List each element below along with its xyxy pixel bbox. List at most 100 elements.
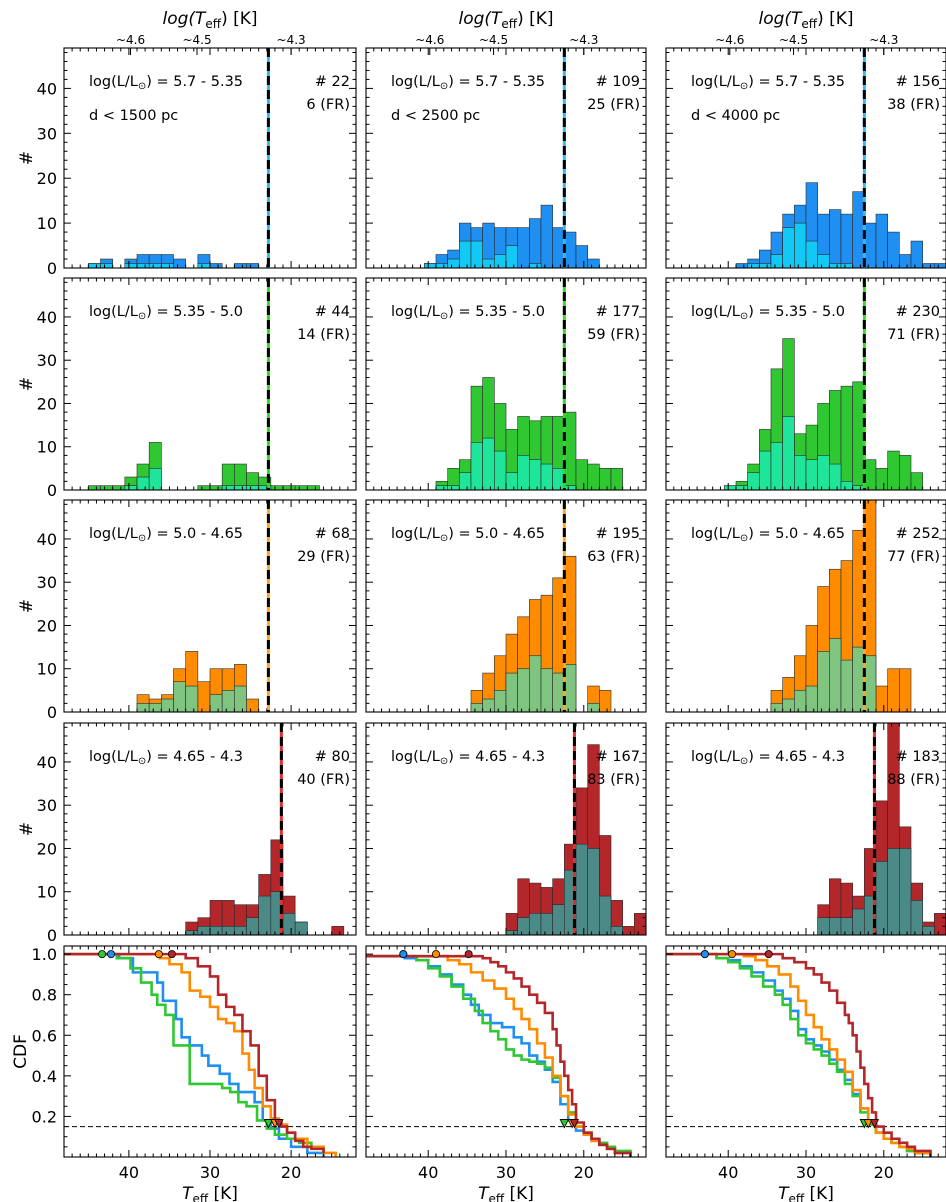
bar-fr <box>161 263 174 268</box>
y-tick-label: 20 <box>37 169 57 188</box>
y-tick-label: 30 <box>37 351 57 370</box>
count-total: # 195 <box>596 526 640 542</box>
bar-total <box>575 245 588 268</box>
top-axis-label: log(Teff) [K] <box>758 9 853 31</box>
bar-fr <box>782 698 795 712</box>
top-axis-label-label_suffix: ) [K] <box>221 9 257 29</box>
bar-total <box>234 263 247 268</box>
bar-fr <box>459 472 472 490</box>
luminosity-range-label: log(L/L⊙) = 4.65 - 4.3 <box>391 749 545 767</box>
x-tick-label: 30 <box>796 1163 816 1182</box>
count-total: # 230 <box>896 304 940 320</box>
bar-total <box>587 258 600 268</box>
lum-range: ) = 5.0 - 4.65 <box>448 526 545 542</box>
axes-frame <box>63 499 357 713</box>
x-tick-label: 30 <box>200 1163 220 1182</box>
bar-fr <box>540 668 553 712</box>
bar-fr <box>136 263 150 268</box>
bar-total <box>209 263 223 268</box>
lum-prefix: log(L/L <box>89 749 138 765</box>
cdf-start-marker-orange <box>431 950 440 959</box>
bar-total <box>282 485 296 490</box>
hist-panel-orange-1: log(L/L⊙) = 5.0 - 4.65 # 195 63 (FR) <box>365 499 647 713</box>
y-tick-label: 10 <box>37 214 57 233</box>
bar-total <box>887 668 900 712</box>
bar-total <box>899 254 912 268</box>
bar-fr <box>587 703 600 712</box>
y-axis-label: # <box>17 377 37 391</box>
cdf-panel-1: 40 30 20 Teff [K] <box>365 945 647 1202</box>
hist-panel-green-2: log(L/L⊙) = 5.35 - 5.0 # 230 71 (FR) <box>665 277 946 491</box>
bar-total <box>852 381 865 490</box>
top-tick-label: ~4.5 <box>479 33 508 47</box>
bar-total <box>864 459 877 490</box>
hist-panel-blue-0: 0 10 20 30 40 # log(L/L⊙) = 5.7 - 5.35 # 22 6 (F… <box>17 47 357 278</box>
axes-frame <box>365 722 647 936</box>
bars <box>88 442 320 490</box>
bar-total <box>910 240 923 268</box>
y-axis-label: CDF <box>11 1034 31 1069</box>
bar-fr <box>505 245 518 268</box>
bar-total <box>100 485 113 490</box>
bar-total <box>829 209 842 268</box>
hist-panel-red-1: log(L/L⊙) = 4.65 - 4.3 # 167 83 (FR) <box>365 722 647 936</box>
bars <box>88 254 259 268</box>
bar-total <box>899 668 912 712</box>
bar-total <box>246 263 259 268</box>
bar-fr <box>88 263 101 268</box>
bar-fr <box>136 703 150 712</box>
x-tick-label: 40 <box>418 1163 438 1182</box>
x-axis-label-T: T <box>778 1184 790 1202</box>
bar-fr <box>234 485 247 490</box>
count-fr: 40 (FR) <box>297 772 350 788</box>
bar-fr <box>794 455 807 490</box>
hist-panel-blue-1: log(L/L⊙) = 5.7 - 5.35 # 109 25 (FR) d < 25… <box>365 47 647 269</box>
x-tick-label: 20 <box>281 1163 301 1182</box>
count-fr: 77 (FR) <box>887 549 940 565</box>
bar-fr <box>840 659 853 712</box>
bar-fr <box>610 926 623 935</box>
lum-sun-symbol: ⊙ <box>440 756 448 767</box>
bar-fr <box>282 913 296 935</box>
bar-total <box>599 468 612 490</box>
bar-fr <box>505 672 518 712</box>
count-total: # 80 <box>315 749 350 765</box>
bar-fr <box>494 450 507 490</box>
bar-fr <box>197 926 211 935</box>
axes-frame <box>665 722 946 936</box>
cdf-panel-0: 0.2 0.4 0.6 0.8 1.0 CDF 40 30 20 Teff [K] <box>11 945 357 1202</box>
bar-fr <box>587 848 600 935</box>
bar-fr <box>840 917 853 935</box>
cdf-start-marker-green <box>98 950 107 959</box>
x-axis-label-unit: [K] <box>504 1184 534 1202</box>
bar-fr <box>540 463 553 490</box>
bar-fr <box>817 917 830 935</box>
cdf-start-marker-red <box>464 950 473 959</box>
hist-panel-green-0: 0 10 20 30 40 # log(L/L⊙) = 5.35 - 5.0 # 44 14 (… <box>17 277 357 500</box>
y-tick-label: 20 <box>37 839 57 858</box>
bar-fr <box>258 895 272 935</box>
bar-fr <box>234 926 247 935</box>
cdf-line-green <box>64 952 325 1153</box>
cdf-start-marker-orange <box>728 950 737 959</box>
bar-fr <box>294 921 308 935</box>
bar-total <box>910 472 923 490</box>
y-tick-label: 0 <box>47 481 57 500</box>
bar-total <box>899 455 912 490</box>
x-axis-label: Teff [K] <box>182 1184 238 1202</box>
distance-label: d < 2500 pc <box>391 108 480 124</box>
plot-area <box>470 500 612 712</box>
bar-total <box>852 191 865 268</box>
bars <box>735 182 946 268</box>
bar-fr <box>197 263 211 268</box>
bar-fr <box>747 263 760 268</box>
bars <box>136 651 259 712</box>
lum-prefix: log(L/L <box>89 526 138 542</box>
axes-frame <box>63 945 357 1158</box>
x-tick-label: 20 <box>874 1163 894 1182</box>
bar-fr <box>234 685 247 712</box>
hist-panel-red-0: 0 10 20 30 40 # log(L/L⊙) = 4.65 - 4.3 # 80 40 (… <box>17 722 357 945</box>
luminosity-range-label: log(L/L⊙) = 5.35 - 5.0 <box>391 304 545 322</box>
bar-fr <box>470 703 483 712</box>
